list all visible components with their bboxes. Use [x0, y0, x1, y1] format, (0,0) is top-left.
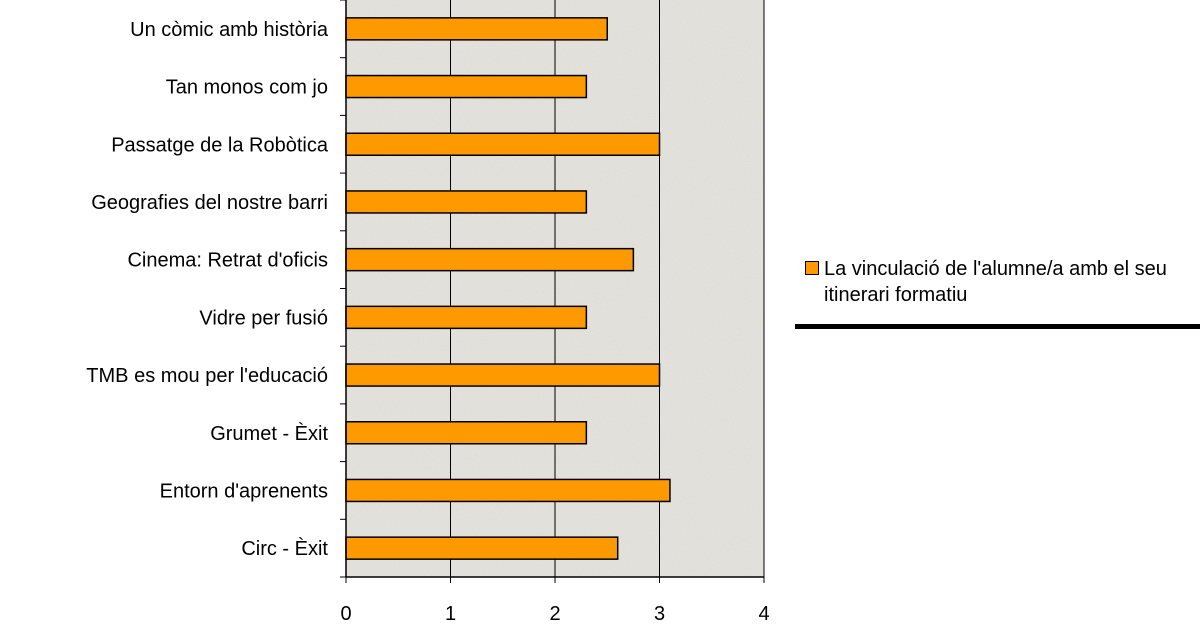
- category-label: Geografies del nostre barri: [91, 192, 328, 214]
- x-tick-label: 2: [549, 603, 560, 625]
- bar: [345, 536, 619, 560]
- legend-divider: [795, 324, 1200, 329]
- x-tick-label: 1: [445, 603, 456, 625]
- bar: [345, 190, 588, 214]
- legend-swatch: [805, 261, 819, 275]
- category-label: Entorn d'aprenents: [160, 480, 328, 502]
- bar: [345, 132, 661, 156]
- legend-item: La vinculació de l'alumne/a amb el seu i…: [805, 256, 1200, 308]
- category-label: Passatge de la Robòtica: [111, 134, 329, 156]
- bar: [345, 74, 588, 99]
- bar: [345, 247, 635, 272]
- category-label: TMB es mou per l'educació: [86, 365, 328, 387]
- x-tick-label: 0: [340, 603, 351, 625]
- legend: La vinculació de l'alumne/a amb el seu i…: [805, 256, 1200, 308]
- category-label: Grumet - Èxit: [210, 422, 328, 445]
- bar: [345, 17, 608, 41]
- category-label: Cinema: Retrat d'oficis: [127, 250, 328, 272]
- bar: [345, 305, 588, 330]
- category-label: Un còmic amb història: [130, 19, 329, 41]
- bar: [345, 363, 661, 387]
- category-label: Vidre per fusió: [199, 307, 328, 329]
- x-tick-label: 4: [758, 603, 769, 625]
- category-label: Circ - Èxit: [241, 537, 328, 560]
- bar: [345, 478, 671, 503]
- x-tick-label: 3: [654, 603, 665, 625]
- legend-label: La vinculació de l'alumne/a amb el seu i…: [824, 258, 1167, 306]
- bar: [345, 421, 588, 445]
- category-label: Tan monos com jo: [166, 77, 328, 99]
